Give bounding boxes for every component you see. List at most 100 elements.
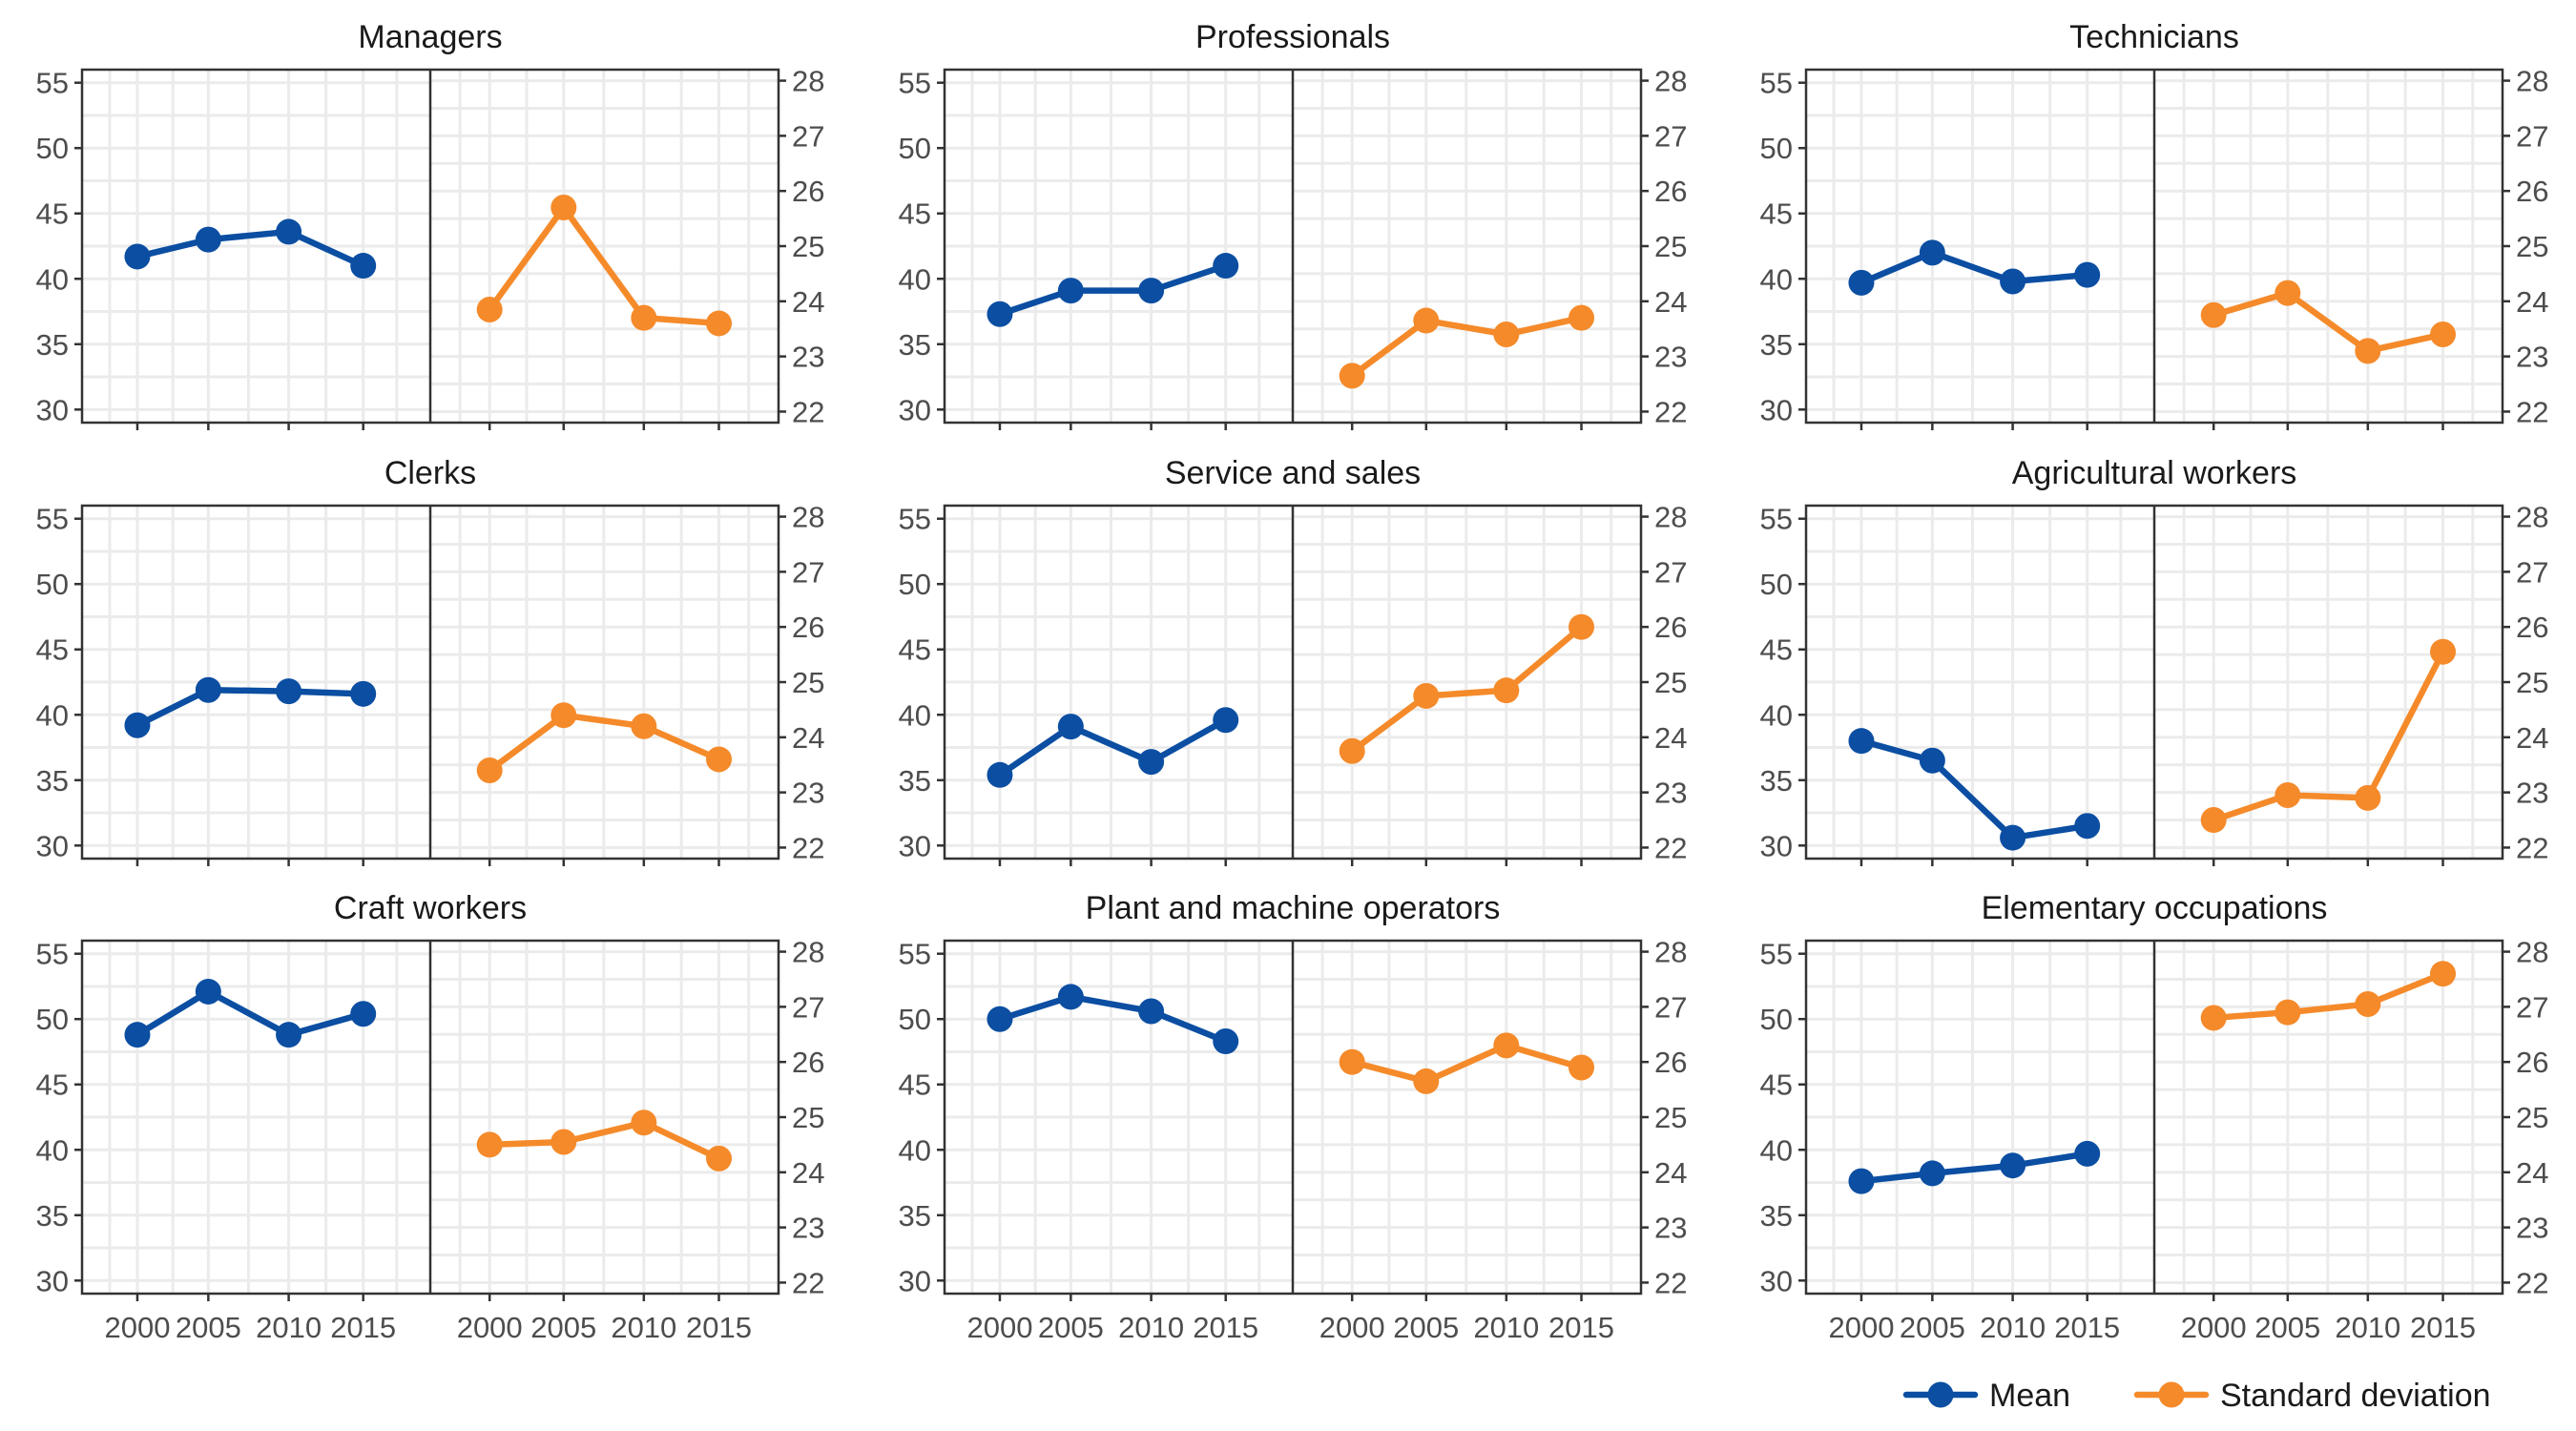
left-tick-label: 50 <box>899 568 931 601</box>
right-tick-label: 22 <box>2516 1266 2548 1299</box>
facet-technicians: Technicians 30 35 40 45 50 55 22 23 24 25 26 27 28 <box>1760 19 2548 430</box>
left-tick-label: 55 <box>36 938 69 971</box>
mean-point <box>1213 1028 1239 1055</box>
mean-point <box>1057 278 1084 304</box>
right-tick-label: 25 <box>1654 1101 1687 1134</box>
sd-point <box>2355 990 2381 1017</box>
x-tick-label: 2005 <box>176 1311 241 1344</box>
mean-line <box>1858 737 2090 841</box>
right-tick-label: 28 <box>2516 936 2548 969</box>
left-axis: 30 35 40 45 50 55 <box>1760 938 1806 1297</box>
series-standard-deviation <box>1339 304 1595 389</box>
x-axis <box>998 859 1583 866</box>
mean-point <box>987 1006 1013 1032</box>
series-mean <box>1848 728 2101 851</box>
sd-point <box>2275 999 2301 1026</box>
left-tick-label: 30 <box>1760 393 1793 426</box>
right-tick-label: 28 <box>792 65 824 98</box>
right-tick-label: 24 <box>1654 285 1687 319</box>
series-standard-deviation <box>476 1110 733 1172</box>
left-tick-label: 50 <box>36 568 69 601</box>
right-tick-label: 28 <box>1654 501 1687 534</box>
left-tick-label: 30 <box>36 393 69 426</box>
right-tick-label: 26 <box>792 611 824 644</box>
right-tick-label: 26 <box>792 175 824 208</box>
right-tick-label: 22 <box>792 831 824 864</box>
sd-point <box>1339 363 1365 389</box>
left-tick-label: 55 <box>1760 67 1793 100</box>
left-tick-label: 30 <box>1760 1264 1793 1297</box>
left-tick-label: 55 <box>36 503 69 536</box>
facet-managers: Managers 30 35 40 45 50 55 22 23 24 25 26 27 28 <box>36 19 824 430</box>
mean-line <box>1858 249 2090 286</box>
left-tick-label: 30 <box>36 1264 69 1297</box>
sd-point <box>2275 782 2301 809</box>
sd-point <box>1568 613 1595 640</box>
series-mean <box>1848 239 2101 296</box>
right-axis: 22 23 24 25 26 27 28 <box>779 501 824 864</box>
mean-point <box>1848 728 1875 755</box>
left-tick-label: 35 <box>899 764 931 798</box>
sd-point <box>2200 807 2227 834</box>
left-tick-label: 50 <box>899 1003 931 1036</box>
right-tick-label: 26 <box>2516 175 2548 208</box>
left-axis: 30 35 40 45 50 55 <box>899 67 945 426</box>
right-tick-label: 25 <box>792 230 824 263</box>
right-tick-label: 24 <box>792 1156 824 1190</box>
x-axis <box>135 859 720 866</box>
left-axis: 30 35 40 45 50 55 <box>899 503 945 862</box>
series-standard-deviation <box>2200 961 2457 1031</box>
x-tick-label: 2000 <box>104 1311 170 1344</box>
sd-point <box>1568 304 1595 331</box>
right-tick-label: 22 <box>1654 395 1687 428</box>
left-tick-label: 40 <box>1760 1133 1793 1167</box>
x-tick-label: 2005 <box>2254 1311 2320 1344</box>
left-tick-label: 45 <box>899 197 931 231</box>
left-tick-label: 40 <box>36 1133 69 1167</box>
right-tick-label: 23 <box>1654 777 1687 810</box>
series-standard-deviation <box>476 702 733 783</box>
mean-point <box>2074 813 2101 840</box>
right-tick-label: 22 <box>1654 831 1687 864</box>
facet-plant-and-machine-operators: Plant and machine operators 30 35 40 45 50 55 2… <box>899 890 1688 1344</box>
sd-point <box>2430 961 2457 987</box>
sd-point <box>706 746 733 773</box>
left-tick-label: 50 <box>1760 132 1793 165</box>
mean-point <box>1848 1168 1875 1194</box>
x-tick-label: 2015 <box>686 1311 752 1344</box>
left-axis: 30 35 40 45 50 55 <box>1760 67 1806 426</box>
sd-point <box>631 304 657 331</box>
sd-point <box>1493 677 1520 704</box>
sd-gridlines <box>1293 515 1641 849</box>
series-mean <box>124 978 377 1048</box>
facet-title: Clerks <box>384 455 476 491</box>
left-tick-label: 45 <box>899 633 931 667</box>
left-tick-label: 35 <box>1760 1199 1793 1233</box>
sd-line <box>2210 289 2446 355</box>
right-tick-label: 24 <box>792 721 824 755</box>
x-tick-label: 2005 <box>1038 1311 1104 1344</box>
right-tick-label: 24 <box>1654 1156 1687 1190</box>
x-tick-label: 2000 <box>457 1311 523 1344</box>
left-tick-label: 35 <box>899 1199 931 1233</box>
sd-point <box>476 1131 503 1158</box>
left-tick-label: 35 <box>36 328 69 362</box>
facet-professionals: Professionals 30 35 40 45 50 55 22 23 24 25 26 27 28 <box>899 19 1687 430</box>
sd-point <box>1413 1068 1440 1094</box>
left-tick-label: 30 <box>36 829 69 862</box>
mean-point <box>1919 1160 1945 1187</box>
sd-point <box>2430 321 2457 347</box>
sd-point <box>1493 1032 1520 1059</box>
mean-point <box>1848 269 1875 296</box>
mean-point <box>1138 749 1165 776</box>
mean-point <box>195 676 221 703</box>
mean-point <box>195 226 221 253</box>
sd-point <box>2200 301 2227 328</box>
mean-point <box>2074 261 2101 288</box>
right-tick-label: 25 <box>792 1101 824 1134</box>
left-tick-label: 40 <box>1760 698 1793 732</box>
mean-point <box>276 218 302 245</box>
series-mean <box>124 218 377 280</box>
mean-line <box>134 686 366 729</box>
